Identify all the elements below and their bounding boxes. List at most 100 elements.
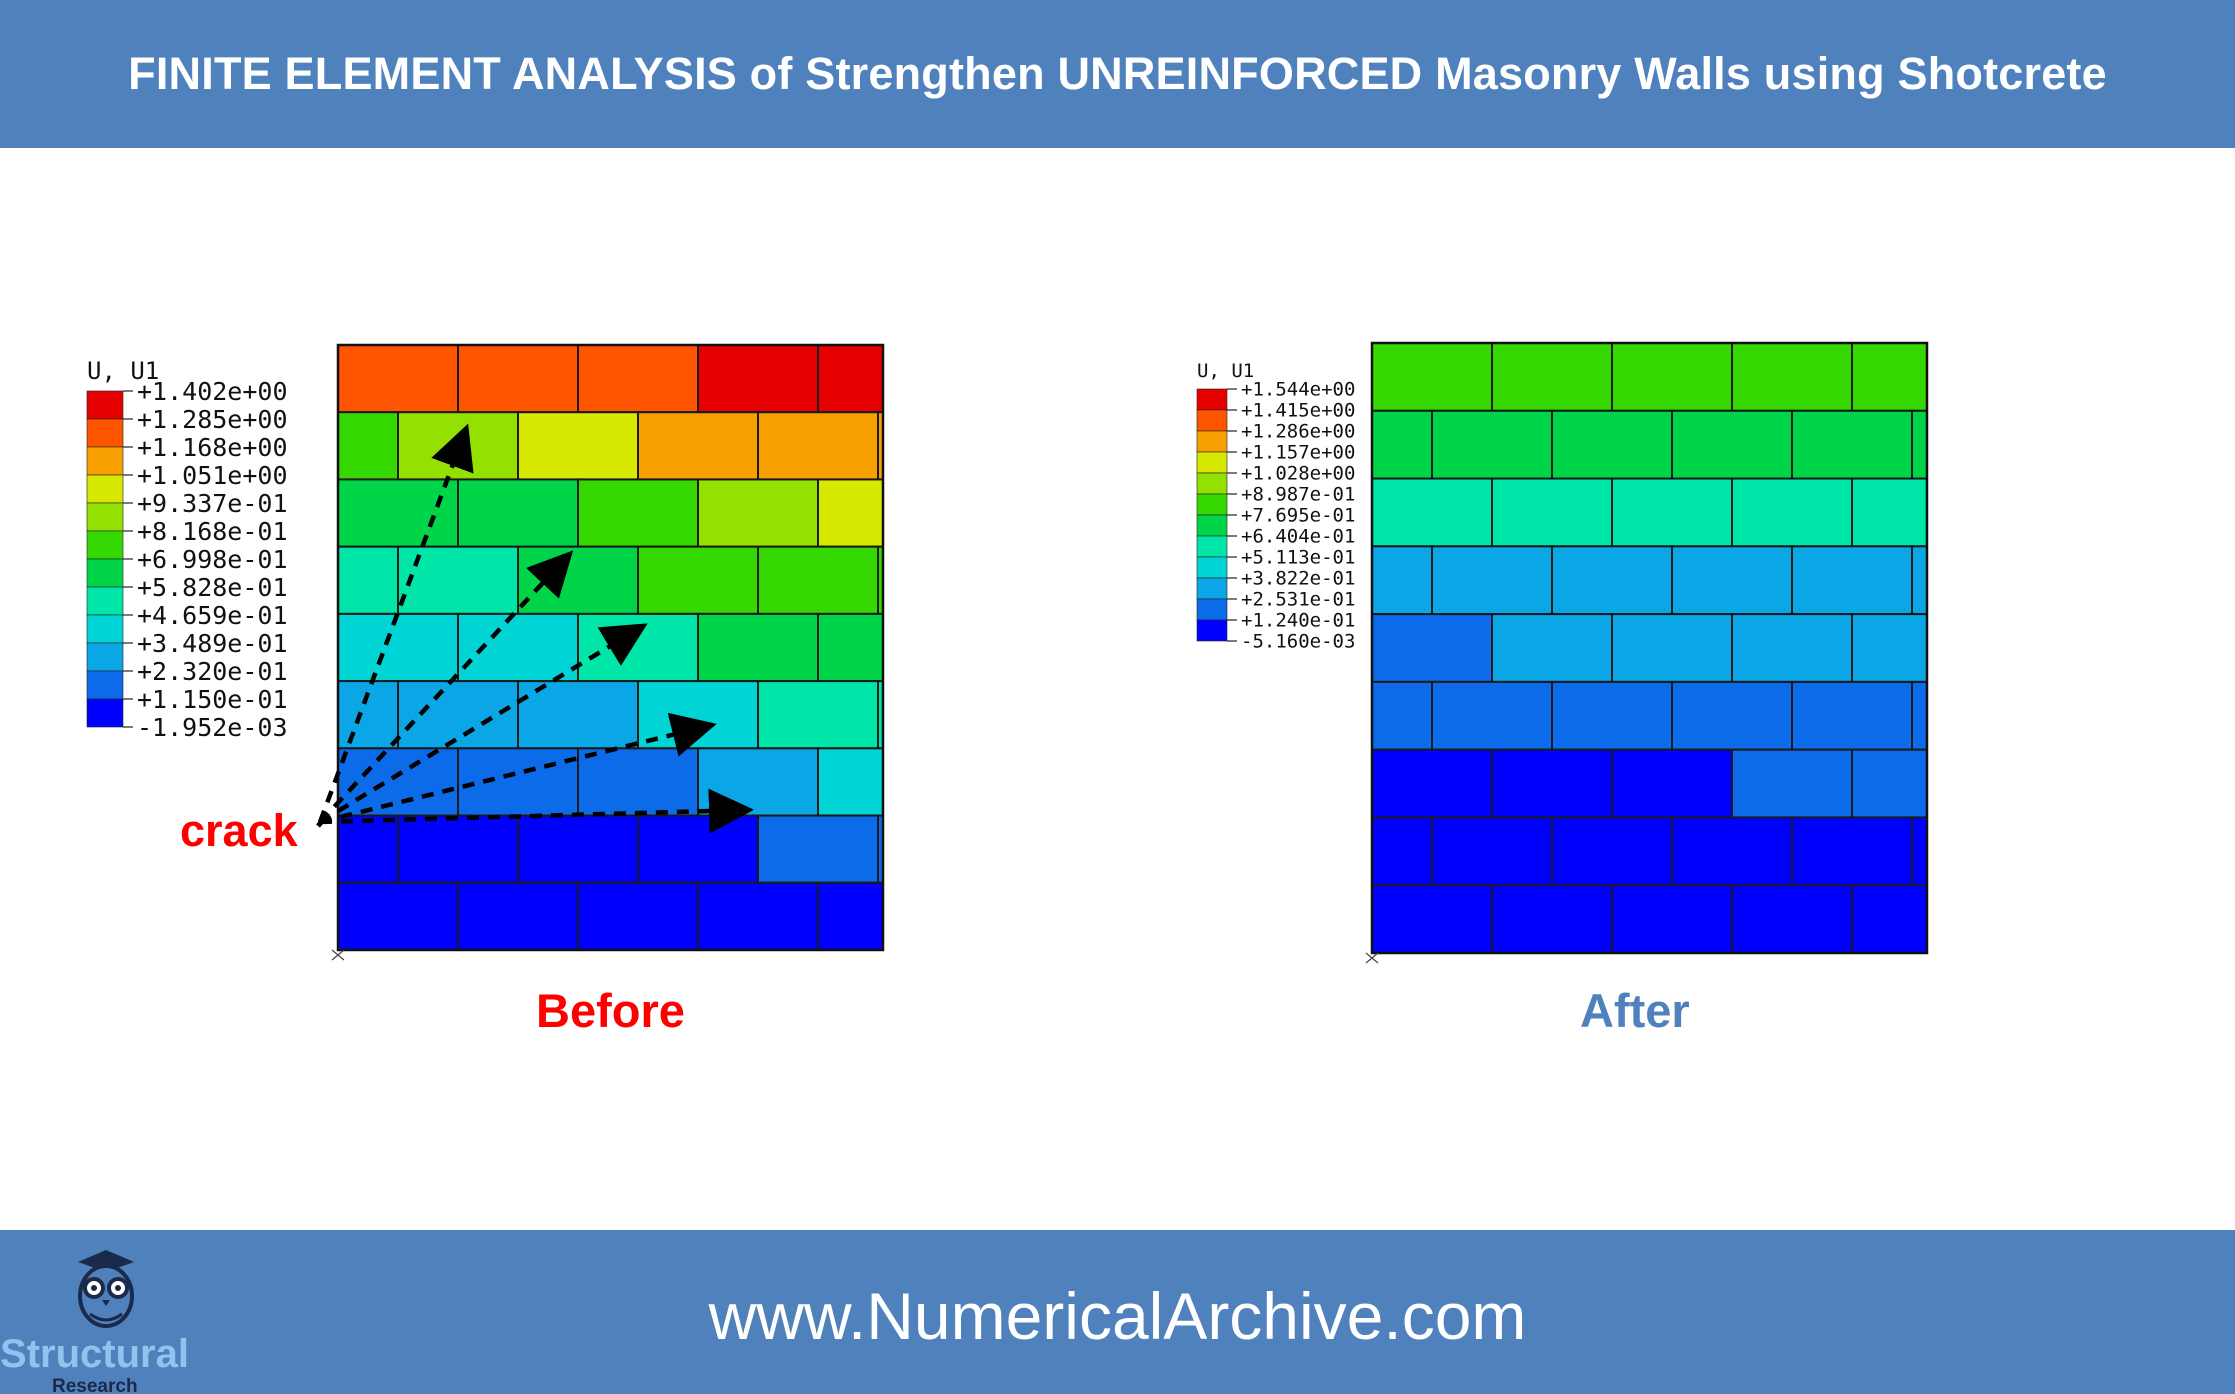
after-brick <box>1731 748 1853 819</box>
after-brick <box>1731 477 1853 548</box>
after-legend-swatch <box>1196 388 1228 411</box>
crack-arrow <box>318 623 648 824</box>
after-brick <box>1371 477 1493 548</box>
after-brick <box>1731 613 1853 683</box>
before-brick <box>697 478 819 548</box>
before-legend-swatch <box>86 698 124 728</box>
before-legend-label: +1.402e+00 <box>137 377 288 406</box>
after-brick <box>1611 884 1733 955</box>
after-legend-label: +1.544e+00 <box>1241 379 1355 401</box>
after-brick <box>1611 342 1733 412</box>
before-legend-label: +8.168e-01 <box>137 517 288 546</box>
after-brick <box>1431 680 1553 751</box>
before-brick <box>517 814 639 884</box>
before-brick <box>457 344 579 414</box>
after-legend-swatch <box>1196 556 1228 579</box>
before-legend-label: +1.285e+00 <box>137 405 288 434</box>
structural-research-logo: Structural Research <box>0 1240 215 1394</box>
after-brick <box>1491 748 1613 819</box>
after-legend-label: +1.286e+00 <box>1241 421 1355 443</box>
after-legend-label: -5.160e-03 <box>1241 631 1355 653</box>
before-brick <box>757 680 879 750</box>
before-brick <box>817 478 884 548</box>
after-brick <box>1851 613 1928 683</box>
after-brick <box>1791 816 1913 887</box>
before-legend-swatch <box>86 586 124 616</box>
after-brick <box>1551 680 1673 751</box>
after-legend-label: +7.695e-01 <box>1241 505 1355 527</box>
page-title: FINITE ELEMENT ANALYSIS of Strengthen UN… <box>128 48 2107 99</box>
before-axis-triad <box>331 949 345 961</box>
footer-url[interactable]: www.NumericalArchive.com <box>708 1279 1527 1353</box>
before-legend-label: +2.320e-01 <box>137 657 288 686</box>
before-brick <box>457 478 579 548</box>
before-legend-swatch <box>86 558 124 588</box>
after-legend-label: +8.987e-01 <box>1241 484 1355 506</box>
before-legend-title: U, U1 <box>87 357 159 385</box>
after-brick <box>1491 342 1613 412</box>
after-brick <box>1851 884 1928 955</box>
before-brick <box>757 545 879 615</box>
after-brick <box>1671 680 1793 751</box>
before-brick <box>457 881 579 951</box>
before-brick <box>637 411 759 481</box>
after-brick <box>1791 545 1913 616</box>
after-brick <box>1491 613 1613 683</box>
before-legend-swatch <box>86 390 124 420</box>
after-brick <box>1371 816 1433 887</box>
before-brick <box>697 612 819 683</box>
before-brick <box>577 881 699 951</box>
before-legend-label: +1.168e+00 <box>137 433 288 462</box>
before-legend-label: +5.828e-01 <box>137 573 288 602</box>
after-brick <box>1551 545 1673 616</box>
logo-subtext: Research <box>52 1376 138 1394</box>
legend-after: U, U1+1.544e+00+1.415e+00+1.286e+00+1.15… <box>1196 360 1355 653</box>
after-legend-label: +1.240e-01 <box>1241 610 1355 632</box>
before-legend-label: +9.337e-01 <box>137 489 288 518</box>
after-brick <box>1671 545 1793 616</box>
crack-arrow <box>318 550 574 824</box>
wall-before-contour <box>331 343 885 961</box>
after-brick <box>1671 816 1793 887</box>
before-legend-label: +3.489e-01 <box>137 629 288 658</box>
after-brick <box>1611 613 1733 683</box>
after-legend-swatch <box>1196 451 1228 474</box>
before-legend-label: +1.051e+00 <box>137 461 288 490</box>
after-brick <box>1851 748 1928 819</box>
after-brick <box>1911 545 1928 616</box>
before-caption: Before <box>536 984 685 1037</box>
after-brick <box>1371 884 1493 955</box>
after-legend-swatch <box>1196 409 1228 432</box>
after-brick <box>1371 342 1493 412</box>
before-legend-label: +4.659e-01 <box>137 601 288 630</box>
after-legend-label: +1.415e+00 <box>1241 400 1355 422</box>
after-brick <box>1911 409 1928 480</box>
before-brick <box>697 344 819 414</box>
legend-before: U, U1+1.402e+00+1.285e+00+1.168e+00+1.05… <box>86 357 288 742</box>
before-brick <box>817 881 884 951</box>
crack-label: crack <box>180 805 298 856</box>
after-brick <box>1851 477 1928 548</box>
before-brick <box>337 344 459 414</box>
after-legend-swatch <box>1196 472 1228 495</box>
before-legend-swatch <box>86 530 124 560</box>
crack-arrow <box>317 423 474 823</box>
after-brick <box>1911 680 1928 751</box>
before-legend-label: -1.952e-03 <box>137 713 288 742</box>
after-brick <box>1491 477 1613 548</box>
before-brick <box>757 411 879 481</box>
after-legend-label: +1.157e+00 <box>1241 442 1355 464</box>
after-legend-label: +6.404e-01 <box>1241 526 1355 548</box>
after-brick <box>1731 342 1853 412</box>
wall-after-contour <box>1365 341 1929 964</box>
before-brick <box>337 680 399 750</box>
after-legend-swatch <box>1196 577 1228 600</box>
after-brick <box>1431 409 1553 480</box>
after-brick <box>1431 545 1553 616</box>
after-brick <box>1611 477 1733 548</box>
after-brick <box>1491 884 1613 955</box>
after-legend-title: U, U1 <box>1197 360 1254 382</box>
after-caption: After <box>1580 984 1690 1037</box>
crack-arrow <box>319 788 754 834</box>
before-brick <box>337 612 459 683</box>
